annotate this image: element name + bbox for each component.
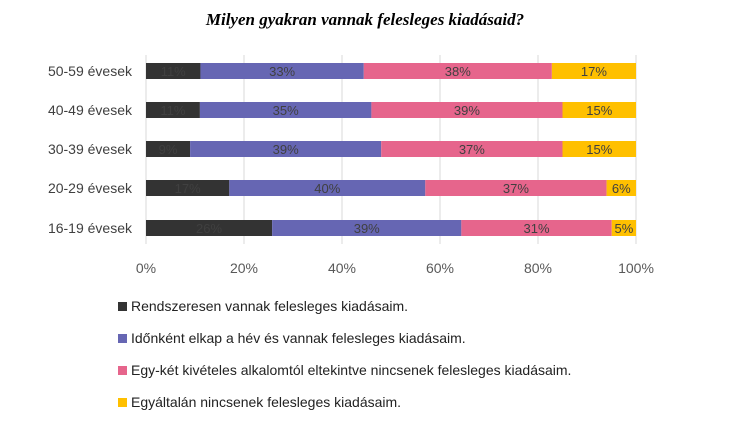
bar-segment — [425, 180, 607, 196]
bar-segment — [190, 141, 382, 157]
x-tick-label: 40% — [328, 260, 356, 276]
x-tick-label: 100% — [618, 260, 654, 276]
bar-segment — [381, 141, 563, 157]
data-label: 40% — [314, 181, 340, 196]
legend-label: Egyáltalán nincsenek felesleges kiadásai… — [131, 394, 402, 410]
bar-segment — [461, 220, 612, 236]
data-label: 26% — [196, 221, 222, 236]
bar-segment — [562, 102, 636, 118]
bar-segment — [272, 220, 462, 236]
bar-segment — [146, 180, 230, 196]
bar-segment — [146, 63, 201, 79]
bar-segment — [363, 63, 552, 79]
legend-label: Rendszeresen vannak felesleges kiadásaim… — [131, 298, 409, 314]
data-label: 6% — [612, 181, 631, 196]
bar-segment — [146, 141, 191, 157]
legend-swatch — [118, 365, 127, 375]
legend-label: Időnként elkap a hév és vannak feleslege… — [131, 330, 466, 346]
bar-segment — [606, 180, 636, 196]
legend: Rendszeresen vannak felesleges kiadásaim… — [118, 290, 571, 418]
bar-segment — [199, 102, 372, 118]
data-label: 17% — [581, 64, 607, 79]
data-label: 17% — [175, 181, 201, 196]
data-label: 37% — [503, 181, 529, 196]
data-label: 15% — [586, 103, 612, 118]
category-label: 16-19 évesek — [48, 220, 133, 236]
data-label: 39% — [454, 103, 480, 118]
legend-swatch — [118, 397, 127, 407]
bar-segment — [146, 220, 273, 236]
legend-swatch — [118, 301, 127, 311]
legend-item: Egyáltalán nincsenek felesleges kiadásai… — [118, 386, 571, 418]
data-label: 5% — [614, 221, 633, 236]
data-label: 39% — [354, 221, 380, 236]
bar-segment — [229, 180, 426, 196]
data-label: 11% — [161, 64, 186, 79]
legend-item: Rendszeresen vannak felesleges kiadásaim… — [118, 290, 571, 322]
bar-segment — [611, 220, 636, 236]
stacked-bar-chart: 0% 20% 40% 60% 80% 100% 50-59 évesek 11% 33% 38% 1… — [48, 55, 654, 276]
x-tick-label: 20% — [230, 260, 258, 276]
data-label: 9% — [159, 142, 178, 157]
x-tick-label: 60% — [426, 260, 454, 276]
data-label: 39% — [273, 142, 299, 157]
legend-item: Egy-két kivételes alkalomtól eltekintve … — [118, 354, 571, 386]
x-tick-label: 0% — [136, 260, 156, 276]
bar-segment — [551, 63, 636, 79]
legend-swatch — [118, 333, 127, 343]
bar-segment — [146, 102, 200, 118]
bar-segment — [200, 63, 364, 79]
data-label: 35% — [273, 103, 299, 118]
bar-segment — [371, 102, 563, 118]
data-label: 33% — [269, 64, 295, 79]
data-label: 11% — [160, 103, 185, 118]
chart-title: Milyen gyakran vannak felesleges kiadása… — [205, 10, 525, 29]
category-label: 50-59 évesek — [48, 63, 133, 79]
data-label: 31% — [524, 221, 550, 236]
bar-segment — [562, 141, 636, 157]
category-label: 30-39 évesek — [48, 141, 133, 157]
x-tick-label: 80% — [524, 260, 552, 276]
legend-item: Időnként elkap a hév és vannak feleslege… — [118, 322, 571, 354]
data-label: 37% — [459, 142, 485, 157]
category-label: 40-49 évesek — [48, 102, 133, 118]
category-label: 20-29 évesek — [48, 180, 133, 196]
data-label: 15% — [586, 142, 612, 157]
legend-label: Egy-két kivételes alkalomtól eltekintve … — [131, 362, 572, 378]
data-label: 38% — [445, 64, 471, 79]
